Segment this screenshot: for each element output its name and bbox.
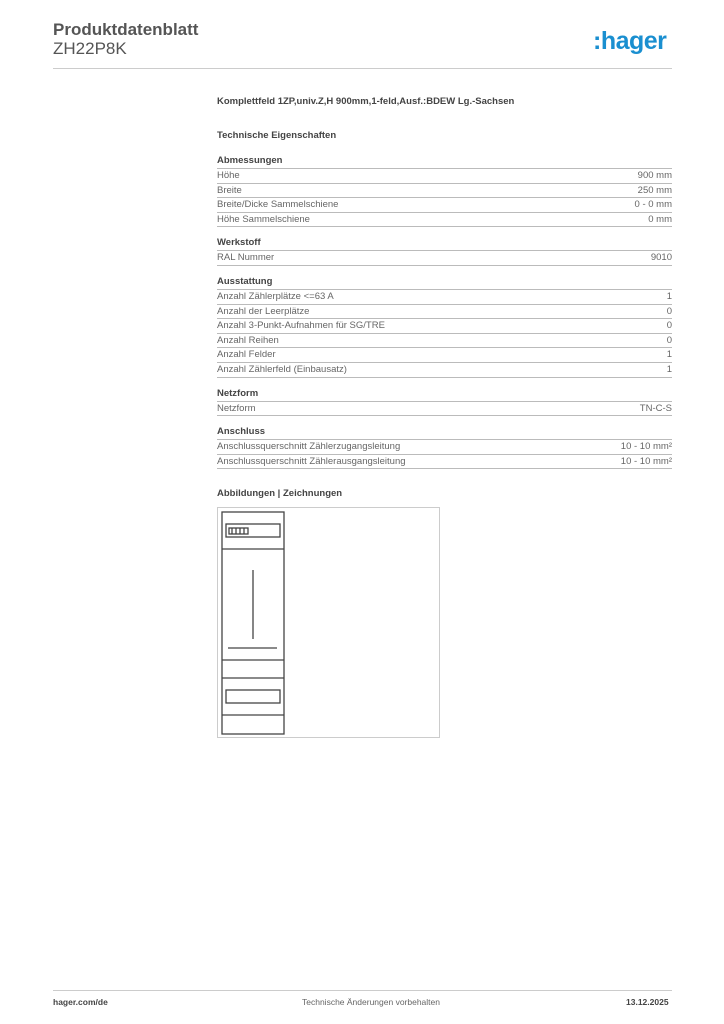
property-value: 0 [666,334,672,346]
cabinet-outline [221,511,285,735]
property-value: 10 - 10 mm² [620,441,672,453]
hager-logo: :hager [593,27,667,55]
property-label: Anschlussquerschnitt Zählerzugangsleitun… [217,441,401,453]
property-value: 9010 [650,252,672,264]
properties-table: Abmessungen Höhe 900 mm Breite 250 mm Breite/… [217,154,672,478]
meter-panel [225,523,281,538]
property-label: Höhe Sammelschiene [217,213,310,225]
property-value: 250 mm [637,184,672,196]
section-heading: Ausstattung [217,275,672,290]
product-description: Komplettfeld 1ZP,univ.Z,H 900mm,1-feld,A… [217,96,515,107]
property-label: Breite/Dicke Sammelschiene [217,199,339,211]
section-anschluss: Anschluss Anschlussquerschnitt Zählerzuga… [217,425,672,470]
footer-divider [53,990,672,991]
section-heading: Netzform [217,387,672,402]
property-label: RAL Nummer [217,252,275,264]
property-value: 0 [666,320,672,332]
table-row: Anzahl 3-Punkt-Aufnahmen für SG/TRE 0 [217,319,672,334]
section-netzform: Netzform Netzform TN-C-S [217,387,672,417]
property-label: Anzahl Zählerfeld (Einbausatz) [217,363,347,375]
table-row: RAL Nummer 9010 [217,251,672,266]
din-rail-cover [225,689,281,704]
property-value: TN-C-S [639,402,672,414]
section-werkstoff: Werkstoff RAL Nummer 9010 [217,236,672,266]
table-row: Anzahl Zählerfeld (Einbausatz) 1 [217,363,672,378]
table-row: Anzahl der Leerplätze 0 [217,305,672,320]
footer-disclaimer: Technische Änderungen vorbehalten [302,997,440,1007]
table-row: Anzahl Felder 1 [217,348,672,363]
table-row: Anzahl Reihen 0 [217,334,672,349]
section-abmessungen: Abmessungen Höhe 900 mm Breite 250 mm Breite/… [217,154,672,228]
property-label: Breite [217,184,242,196]
table-row: Breite 250 mm [217,184,672,199]
table-row: Breite/Dicke Sammelschiene 0 - 0 mm [217,198,672,213]
property-value: 1 [666,290,672,302]
property-value: 900 mm [637,170,672,181]
property-label: Netzform [217,402,256,414]
section-heading: Anschluss [217,425,672,441]
table-row: Anschlussquerschnitt Zählerzugangsleitun… [217,440,672,455]
property-label: Anzahl der Leerplätze [217,305,310,317]
property-value: 0 mm [648,213,672,225]
footer-date: 13.12.2025 [626,997,669,1007]
property-label: Anzahl Zählerplätze <=63 A [217,290,334,302]
property-value: 1 [666,363,672,375]
page-title: Produktdatenblatt [53,20,199,39]
figures-title: Abbildungen | Zeichnungen [217,488,343,499]
table-row: Netzform TN-C-S [217,402,672,417]
table-row: Höhe 900 mm [217,169,672,184]
cabinet-drawing [221,511,285,735]
property-value: 0 [666,305,672,317]
product-code: ZH22P8K [53,39,127,58]
property-value: 1 [666,349,672,361]
header-divider [53,68,672,69]
table-row: Anschlussquerschnitt Zählerausgangsleitu… [217,455,672,470]
tech-properties-title: Technische Eigenschaften [217,130,337,141]
section-heading: Werkstoff [217,236,672,252]
property-value: 10 - 10 mm² [620,455,672,467]
property-label: Höhe [217,170,240,181]
section-ausstattung: Ausstattung Anzahl Zählerplätze <=63 A 1 An… [217,275,672,378]
table-row: Anzahl Zählerplätze <=63 A 1 [217,290,672,305]
property-label: Anzahl Felder [217,349,276,361]
meter-counter [228,527,249,535]
property-label: Anzahl Reihen [217,334,279,346]
table-row: Höhe Sammelschiene 0 mm [217,213,672,228]
product-drawing-frame [217,507,440,738]
section-heading: Abmessungen [217,154,672,169]
property-label: Anzahl 3-Punkt-Aufnahmen für SG/TRE [217,320,385,332]
property-value: 0 - 0 mm [634,199,672,211]
property-label: Anschlussquerschnitt Zählerausgangsleitu… [217,455,406,467]
footer-website[interactable]: hager.com/de [53,997,108,1007]
